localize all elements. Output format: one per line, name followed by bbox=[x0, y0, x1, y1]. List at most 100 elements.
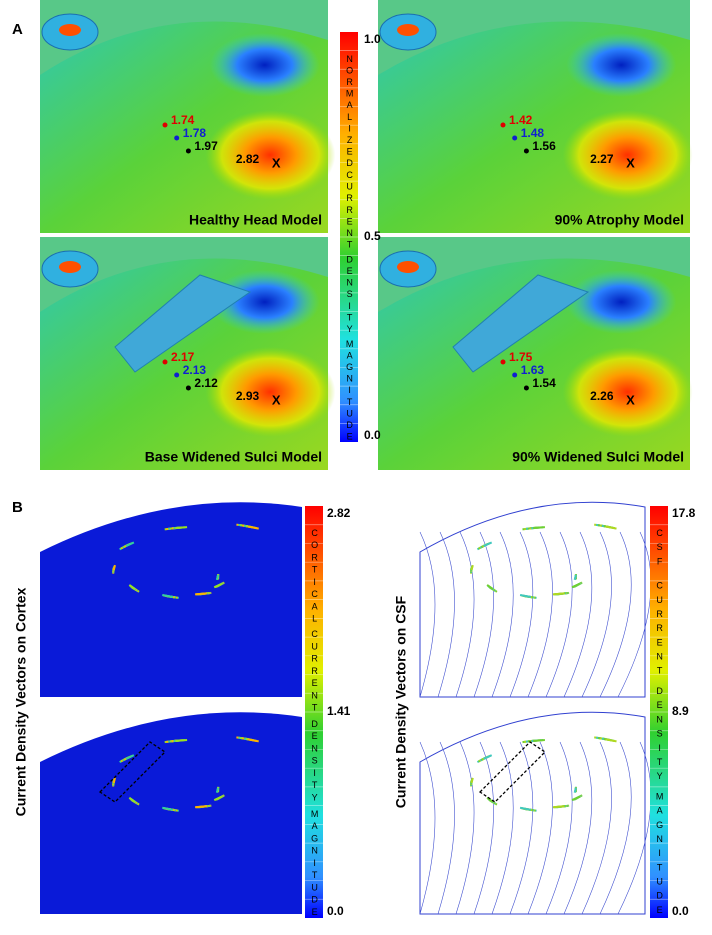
electrode-value: 1.97 bbox=[194, 139, 218, 153]
mesh-line bbox=[419, 531, 436, 698]
electrode-dot bbox=[512, 372, 518, 378]
vector-arrow bbox=[213, 795, 223, 802]
mesh-line bbox=[509, 741, 534, 915]
sulcus bbox=[452, 274, 590, 373]
surface bbox=[40, 712, 302, 914]
mesh-line bbox=[563, 741, 593, 915]
mesh-line bbox=[437, 531, 455, 698]
electrode-value: 1.78 bbox=[183, 126, 207, 140]
cold-spot bbox=[209, 33, 320, 97]
electrode-dot bbox=[512, 135, 518, 141]
mesh-line bbox=[527, 741, 553, 915]
axis-label: Current Density Vectors on Cortex bbox=[13, 587, 29, 816]
inset-hot bbox=[397, 261, 419, 273]
vector-arrow bbox=[247, 738, 259, 743]
vector-arrow bbox=[552, 805, 565, 809]
model-panel: 2.172.132.12 2.93 X Base Widened Sulci Mode… bbox=[40, 237, 336, 470]
mesh-line bbox=[617, 741, 652, 915]
hot-spot bbox=[205, 347, 336, 437]
colorbar-caption: MAGNITUDE bbox=[345, 339, 355, 443]
model-title: Healthy Head Model bbox=[189, 212, 322, 228]
colorbar-max: 17.8 bbox=[672, 506, 696, 520]
model-panel: 1.741.781.97 2.82 X Healthy Head Model bbox=[40, 0, 336, 234]
mesh-line bbox=[437, 741, 455, 915]
electrode-value: 1.63 bbox=[521, 363, 545, 377]
colorbar-caption: DENSITY bbox=[345, 255, 355, 336]
peak-marker: X bbox=[626, 155, 635, 170]
vector-arrow bbox=[533, 526, 545, 530]
mesh-line bbox=[581, 531, 612, 698]
electrode-dot bbox=[174, 135, 180, 141]
hot-spot bbox=[562, 110, 693, 200]
peak-value: 2.27 bbox=[590, 152, 614, 166]
electrode-dot bbox=[523, 148, 529, 154]
colorbar-caption: MAGNITUDE bbox=[310, 809, 320, 919]
model-title: 90% Atrophy Model bbox=[555, 212, 684, 228]
cold-spot bbox=[209, 270, 320, 334]
vector-arrow bbox=[215, 574, 220, 581]
electrode-dot bbox=[174, 372, 180, 378]
vector-arrow bbox=[125, 541, 135, 548]
hot-spot bbox=[205, 110, 336, 200]
vector-arrow bbox=[486, 796, 494, 803]
panel-label: A bbox=[12, 21, 23, 38]
vector-panel bbox=[419, 702, 652, 915]
sulcus bbox=[114, 274, 252, 373]
surface bbox=[40, 502, 302, 697]
colorbar-mid: 8.9 bbox=[672, 704, 689, 718]
mesh-line bbox=[473, 531, 494, 698]
vector-arrow bbox=[519, 593, 532, 598]
mesh-line bbox=[545, 741, 573, 915]
panel-label: B bbox=[12, 499, 23, 516]
vector-arrow bbox=[486, 584, 494, 591]
colorbar-min: 0.0 bbox=[364, 428, 381, 442]
vector-arrow bbox=[605, 525, 617, 530]
colorbar-caption: DENSITY bbox=[655, 686, 665, 785]
model-title: 90% Widened Sulci Model bbox=[512, 449, 684, 465]
vector-arrow bbox=[215, 787, 220, 793]
vector-arrow bbox=[573, 787, 577, 793]
vector-arrow bbox=[162, 806, 174, 811]
vector-arrow bbox=[125, 754, 135, 760]
peak-value: 2.82 bbox=[236, 152, 260, 166]
mesh-line bbox=[509, 531, 534, 698]
colorbar-caption: CURRENT bbox=[345, 170, 355, 251]
electrode-dot bbox=[500, 122, 506, 128]
colorbar-mid: 1.41 bbox=[327, 704, 351, 718]
mesh-line bbox=[581, 741, 612, 915]
mesh-line bbox=[455, 741, 475, 915]
electrode-value: 2.13 bbox=[183, 363, 207, 377]
electrode-value: 1.48 bbox=[521, 126, 545, 140]
vector-arrow bbox=[112, 777, 116, 784]
electrode-dot bbox=[185, 148, 191, 154]
colorbar-max: 1.0 bbox=[364, 32, 381, 46]
colorbar-caption: CORTICAL bbox=[310, 528, 320, 626]
peak-value: 2.26 bbox=[590, 389, 614, 403]
electrode-dot bbox=[523, 385, 529, 391]
vector-arrow bbox=[162, 593, 174, 598]
vector-arrow bbox=[128, 584, 136, 591]
vector-arrow bbox=[552, 592, 565, 596]
mesh-line bbox=[455, 531, 475, 698]
model-panel: 1.751.631.54 2.26 X 90% Widened Sulci Model bbox=[378, 237, 693, 470]
mesh-line bbox=[491, 531, 514, 698]
mesh-line bbox=[563, 531, 593, 698]
inset-hot bbox=[397, 24, 419, 36]
vector-arrow bbox=[175, 526, 188, 530]
vector-arrow bbox=[519, 806, 532, 811]
vector-arrow bbox=[195, 592, 207, 596]
colorbar-caption: CURRENT bbox=[310, 629, 320, 715]
colorbar-caption: CURRENT bbox=[655, 581, 665, 680]
sulcus-outline bbox=[98, 741, 167, 803]
vector-arrow bbox=[483, 754, 493, 760]
model-panel: 1.421.481.56 2.27 X 90% Atrophy Model bbox=[378, 0, 693, 234]
vector-arrow bbox=[470, 777, 474, 784]
mesh-line bbox=[491, 741, 514, 915]
electrode-value: 1.56 bbox=[532, 139, 556, 153]
vector-panel bbox=[40, 702, 302, 914]
electrode-value: 1.74 bbox=[171, 113, 195, 127]
model-title: Base Widened Sulci Model bbox=[145, 449, 322, 465]
colorbar-min: 0.0 bbox=[672, 904, 689, 918]
vector-panel bbox=[40, 492, 302, 697]
